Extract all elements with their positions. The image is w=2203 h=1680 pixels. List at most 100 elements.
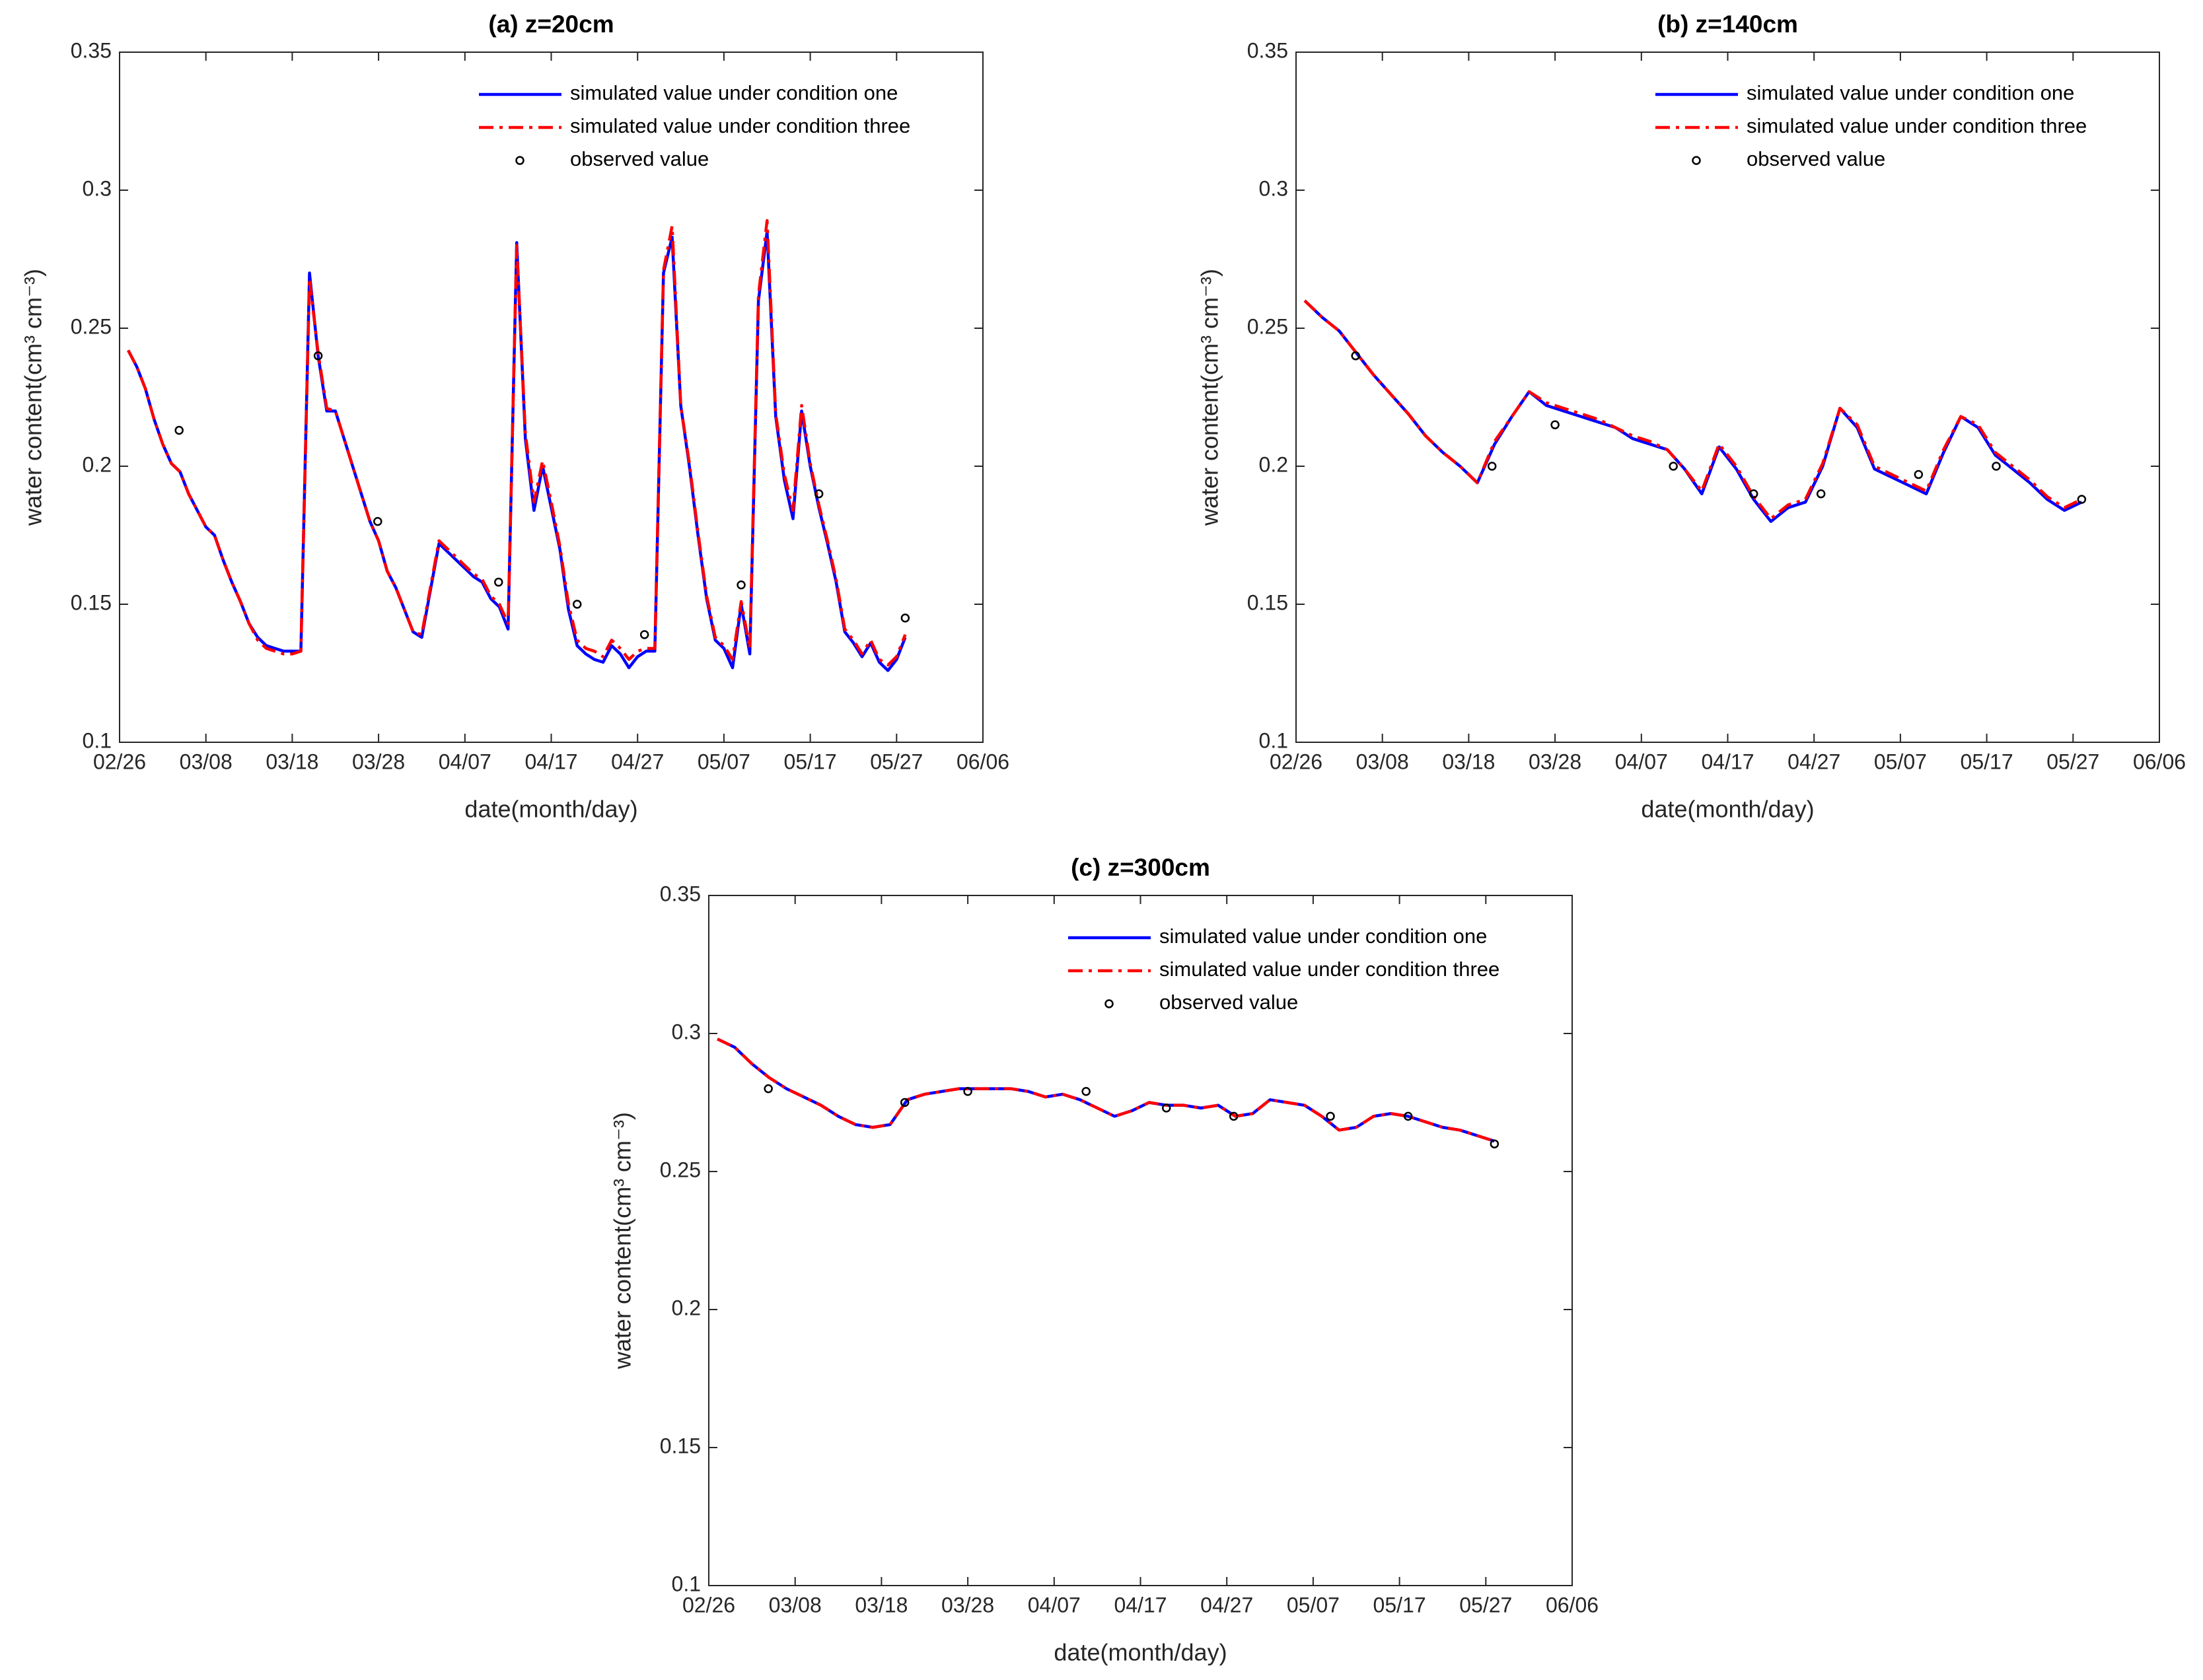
x-tick-label: 04/27 xyxy=(611,750,664,773)
x-tick-label: 03/18 xyxy=(266,750,318,773)
observed-point xyxy=(494,577,503,587)
x-tick-label: 06/06 xyxy=(1546,1593,1599,1617)
x-tick-label: 06/06 xyxy=(957,750,1009,773)
y-axis-label: water content(cm³ cm⁻³) xyxy=(20,269,47,526)
legend-marker xyxy=(1692,156,1701,165)
observed-point xyxy=(1403,1111,1413,1121)
observed-point xyxy=(174,425,184,435)
x-tick-label: 05/07 xyxy=(1287,1593,1340,1617)
y-axis-label: water content(cm³ cm⁻³) xyxy=(609,1112,636,1370)
subplot: 02/26 03/08 03/18 03/28 04/07 04/17 04/27 05/07… xyxy=(609,854,1599,1666)
chart-title: (a) z=20cm xyxy=(488,11,614,38)
legend-marker xyxy=(515,156,524,165)
x-axis-label: date(month/day) xyxy=(1641,796,1814,823)
x-axis-label: date(month/day) xyxy=(1054,1639,1227,1666)
x-tick-label: 03/08 xyxy=(180,750,233,773)
observed-point xyxy=(900,613,910,623)
chart-title: (b) z=140cm xyxy=(1657,11,1798,38)
y-tick-label: 0.3 xyxy=(83,176,112,200)
y-tick-label: 0.1 xyxy=(83,728,112,752)
x-tick-label: 04/07 xyxy=(1615,750,1668,773)
plot xyxy=(127,219,910,672)
observed-point xyxy=(373,516,382,526)
x-tick-label: 04/27 xyxy=(1788,750,1840,773)
legend-label: simulated value under condition one xyxy=(570,81,898,104)
legend-label: observed value xyxy=(570,147,709,170)
observed-point xyxy=(1351,351,1360,361)
x-tick-label: 02/26 xyxy=(1270,750,1322,773)
observed-point xyxy=(1550,420,1560,430)
x-tick-label: 02/26 xyxy=(682,1593,735,1617)
series-line xyxy=(1303,299,2083,520)
y-tick-label: 0.15 xyxy=(1247,590,1288,614)
observed-point xyxy=(900,1098,910,1107)
x-tick-label: 05/07 xyxy=(1874,750,1927,773)
observed-point xyxy=(1487,462,1497,471)
legend-label: simulated value under condition three xyxy=(1159,958,1499,981)
x-tick-label: 05/17 xyxy=(1961,750,2013,773)
observed-point xyxy=(313,351,323,361)
legend-label: simulated value under condition one xyxy=(1747,81,2074,104)
legend-marker xyxy=(1104,999,1114,1008)
observed-point xyxy=(1490,1139,1499,1148)
x-tick-label: 04/17 xyxy=(1701,750,1754,773)
observed-point xyxy=(963,1087,972,1096)
x-tick-label: 04/27 xyxy=(1200,1593,1253,1617)
y-tick-label: 0.25 xyxy=(1247,314,1288,338)
y-tick-label: 0.2 xyxy=(83,452,112,476)
observed-point xyxy=(1914,470,1924,479)
subplot: 02/26 03/08 03/18 03/28 04/07 04/17 04/27 05/07… xyxy=(20,11,1010,823)
x-tick-label: 05/17 xyxy=(1373,1593,1426,1617)
series-line xyxy=(127,230,907,672)
x-tick-label: 05/17 xyxy=(784,750,837,773)
y-tick-label: 0.3 xyxy=(1259,176,1288,200)
observed-point xyxy=(1229,1111,1239,1121)
legend-label: simulated value under condition three xyxy=(1747,114,2087,137)
x-tick-label: 04/07 xyxy=(439,750,491,773)
chart-title: (c) z=300cm xyxy=(1071,854,1210,881)
x-tick-label: 02/26 xyxy=(93,750,146,773)
x-tick-label: 03/28 xyxy=(352,750,405,773)
y-tick-label: 0.35 xyxy=(660,882,701,905)
legend-label: simulated value under condition one xyxy=(1159,925,1487,948)
plot-area xyxy=(120,52,983,742)
x-tick-label: 04/07 xyxy=(1028,1593,1081,1617)
observed-point xyxy=(1161,1103,1171,1113)
observed-point xyxy=(1749,489,1758,499)
y-tick-label: 0.25 xyxy=(71,314,112,338)
y-tick-label: 0.2 xyxy=(1259,452,1288,476)
x-tick-label: 05/27 xyxy=(2046,750,2099,773)
x-tick-label: 03/08 xyxy=(769,1593,822,1617)
y-tick-label: 0.3 xyxy=(672,1020,701,1043)
legend-label: observed value xyxy=(1747,147,1885,170)
plot-area xyxy=(709,895,1572,1586)
x-tick-label: 04/17 xyxy=(524,750,577,773)
observed-point xyxy=(1992,462,2001,471)
y-tick-label: 0.1 xyxy=(672,1572,701,1595)
x-tick-label: 05/07 xyxy=(698,750,750,773)
observed-point xyxy=(814,489,824,499)
legend-label: observed value xyxy=(1159,991,1298,1014)
y-tick-label: 0.25 xyxy=(660,1158,701,1181)
series-line xyxy=(127,219,907,667)
x-axis-label: date(month/day) xyxy=(464,796,637,823)
y-tick-label: 0.2 xyxy=(672,1296,701,1319)
x-tick-label: 03/28 xyxy=(941,1593,994,1617)
x-tick-label: 06/06 xyxy=(2133,750,2186,773)
plot-area xyxy=(1296,52,2159,742)
series-line xyxy=(717,1037,1496,1143)
observed-point xyxy=(1669,462,1678,471)
observed-point xyxy=(2077,495,2087,504)
plot xyxy=(1303,299,2087,523)
observed-point xyxy=(572,600,582,609)
y-axis-label: water content(cm³ cm⁻³) xyxy=(1196,269,1223,526)
observed-point xyxy=(1816,489,1826,499)
plot xyxy=(717,1037,1499,1148)
observed-point xyxy=(1326,1111,1335,1121)
x-tick-label: 04/17 xyxy=(1114,1593,1167,1617)
observed-point xyxy=(737,580,746,590)
y-tick-label: 0.15 xyxy=(71,590,112,614)
subplot: 02/26 03/08 03/18 03/28 04/07 04/17 04/27 05/07… xyxy=(1196,11,2186,823)
x-tick-label: 05/27 xyxy=(1459,1593,1512,1617)
